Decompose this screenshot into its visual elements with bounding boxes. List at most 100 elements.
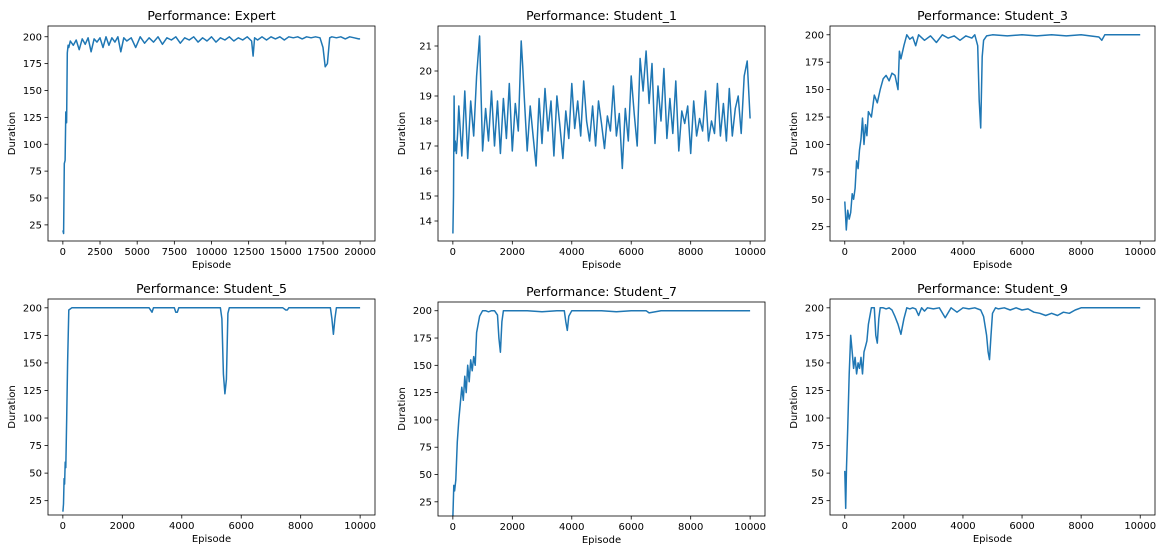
x-tick-label: 8000 xyxy=(1068,521,1093,532)
y-tick-label: 25 xyxy=(811,222,824,233)
y-tick-label: 125 xyxy=(805,113,824,124)
y-tick-label: 50 xyxy=(811,195,824,206)
x-tick-label: 17500 xyxy=(307,247,339,258)
y-tick-label: 100 xyxy=(805,140,824,151)
x-tick-label: 2000 xyxy=(891,247,916,258)
y-tick-label: 75 xyxy=(29,167,42,178)
axes-frame xyxy=(437,301,766,517)
x-axis-label: Episode xyxy=(192,534,231,545)
x-tick-label: 0 xyxy=(60,247,66,258)
x-tick-label: 10000 xyxy=(344,521,376,532)
y-axis-label: Duration xyxy=(7,385,18,428)
y-tick-label: 21 xyxy=(419,42,432,53)
chart-title: Performance: Student_5 xyxy=(136,281,287,296)
chart-title: Performance: Student_3 xyxy=(917,8,1068,23)
y-tick-label: 25 xyxy=(29,220,42,231)
x-tick-label: 10000 xyxy=(196,247,228,258)
y-tick-label: 19 xyxy=(419,92,432,103)
x-tick-label: 20000 xyxy=(344,247,376,258)
chart-panel-student-1: Performance: Student_1 0 2000 4000 6000 8000 1… xyxy=(397,8,766,271)
y-tick-label: 125 xyxy=(23,113,42,124)
y-tick-label: 50 xyxy=(811,469,824,480)
y-tick-label: 100 xyxy=(413,415,432,426)
y-tick-label: 175 xyxy=(23,331,42,342)
series-line xyxy=(452,309,751,516)
x-tick-label: 2000 xyxy=(500,522,525,533)
x-tick-label: 12500 xyxy=(233,247,265,258)
chart-title: Performance: Student_1 xyxy=(526,8,677,23)
x-tick-label: 0 xyxy=(450,522,456,533)
y-tick-label: 125 xyxy=(805,386,824,397)
x-tick-label: 8000 xyxy=(678,522,703,533)
y-tick-label: 16 xyxy=(419,167,432,178)
y-tick-label: 200 xyxy=(23,303,42,314)
y-tick-label: 200 xyxy=(413,306,432,317)
y-tick-label: 150 xyxy=(805,85,824,96)
y-axis-label: Duration xyxy=(397,387,408,430)
y-tick-label: 50 xyxy=(419,470,432,481)
y-tick-label: 75 xyxy=(811,441,824,452)
chart-panel-student-9: Performance: Student_9 0 2000 4000 6000 8000 1… xyxy=(789,281,1156,545)
y-tick-label: 15 xyxy=(419,192,432,203)
y-tick-label: 175 xyxy=(805,58,824,69)
y-tick-label: 150 xyxy=(23,86,42,97)
x-axis-label: Episode xyxy=(582,260,621,271)
x-tick-label: 10000 xyxy=(1124,247,1156,258)
x-tick-label: 0 xyxy=(842,247,848,258)
y-tick-label: 75 xyxy=(419,443,432,454)
y-tick-label: 75 xyxy=(811,167,824,178)
y-tick-label: 25 xyxy=(811,496,824,507)
x-axis-label: Episode xyxy=(973,534,1012,545)
x-tick-label: 6000 xyxy=(1009,521,1034,532)
x-tick-label: 8000 xyxy=(1068,247,1093,258)
y-tick-label: 175 xyxy=(413,334,432,345)
x-tick-label: 6000 xyxy=(619,247,644,258)
x-tick-label: 6000 xyxy=(1009,247,1034,258)
x-tick-label: 2000 xyxy=(500,247,525,258)
y-tick-label: 25 xyxy=(29,496,42,507)
x-tick-label: 0 xyxy=(60,521,66,532)
y-tick-label: 50 xyxy=(29,194,42,205)
y-tick-label: 25 xyxy=(419,497,432,508)
x-tick-label: 4000 xyxy=(559,522,584,533)
y-tick-label: 200 xyxy=(805,30,824,41)
y-tick-label: 150 xyxy=(805,358,824,369)
x-tick-label: 5000 xyxy=(124,247,149,258)
x-axis-label: Episode xyxy=(973,260,1012,271)
x-tick-label: 4000 xyxy=(950,247,975,258)
x-tick-label: 10000 xyxy=(734,522,766,533)
y-tick-label: 50 xyxy=(29,469,42,480)
chart-title: Performance: Student_7 xyxy=(526,284,677,299)
chart-panel-student-5: Performance: Student_5 0 2000 4000 6000 8000 1… xyxy=(7,281,376,545)
x-tick-label: 7500 xyxy=(162,247,187,258)
x-tick-label: 6000 xyxy=(229,521,254,532)
chart-panel-student-3: Performance: Student_3 0 2000 4000 6000 8000 1… xyxy=(789,8,1156,271)
chart-panel-expert: Performance: Expert 0 2500 5000 7500 10000 125… xyxy=(7,8,376,271)
chart-panel-student-7: Performance: Student_7 0 2000 4000 6000 8000 1… xyxy=(397,284,766,546)
x-axis-label: Episode xyxy=(192,260,231,271)
x-tick-label: 2500 xyxy=(87,247,112,258)
y-tick-label: 100 xyxy=(805,414,824,425)
y-axis-label: Duration xyxy=(7,112,18,155)
chart-title: Performance: Student_9 xyxy=(917,281,1068,296)
y-tick-label: 75 xyxy=(29,441,42,452)
x-tick-label: 0 xyxy=(450,247,456,258)
y-tick-label: 20 xyxy=(419,67,432,78)
axes-frame xyxy=(829,25,1156,242)
axes-frame xyxy=(47,298,376,516)
y-axis-label: Duration xyxy=(789,385,800,428)
y-tick-label: 200 xyxy=(805,303,824,314)
x-tick-label: 2000 xyxy=(891,521,916,532)
x-tick-label: 0 xyxy=(842,521,848,532)
series-line xyxy=(62,307,361,512)
x-tick-label: 4000 xyxy=(169,521,194,532)
axes-frame xyxy=(829,298,1156,516)
y-tick-label: 125 xyxy=(413,388,432,399)
y-tick-label: 100 xyxy=(23,140,42,151)
x-tick-label: 10000 xyxy=(734,247,766,258)
series-line xyxy=(62,36,361,235)
y-tick-label: 14 xyxy=(419,217,432,228)
y-tick-label: 100 xyxy=(23,414,42,425)
y-tick-label: 125 xyxy=(23,386,42,397)
